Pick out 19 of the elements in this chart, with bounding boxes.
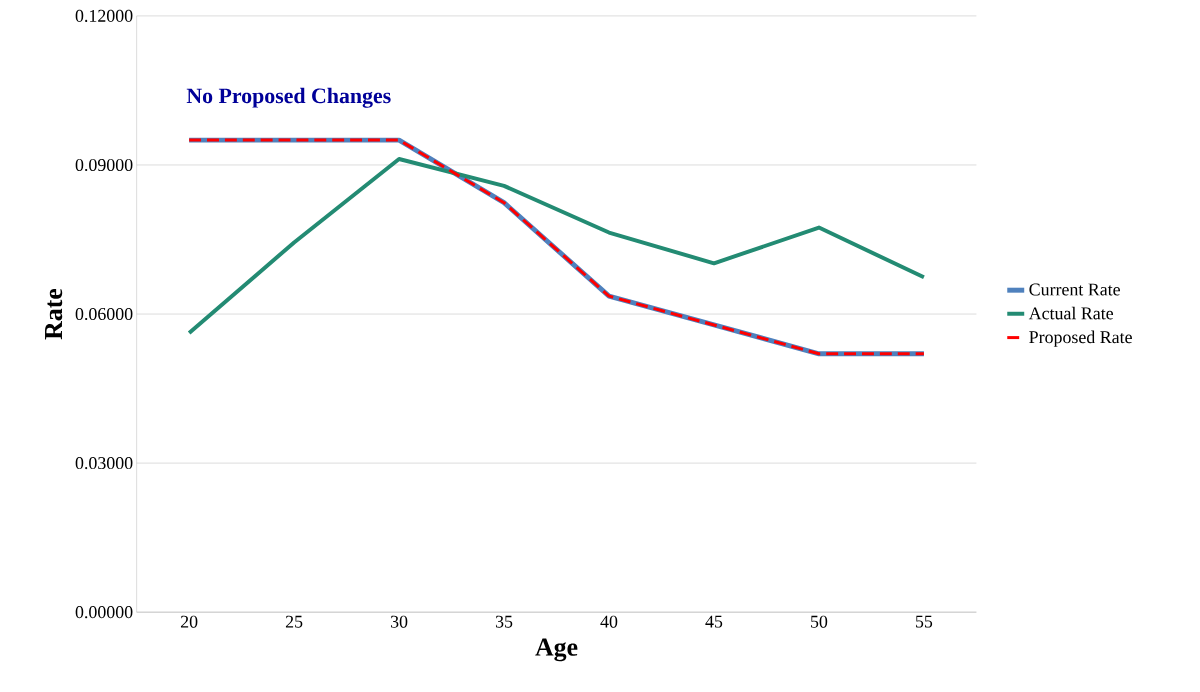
y-tick-label: 0.09000	[75, 159, 133, 172]
x-axis-title: Age	[535, 638, 578, 662]
y-tick-label: 0.12000	[75, 9, 133, 23]
y-axis-title: Rate	[45, 289, 63, 340]
y-tick-label: 0.03000	[75, 457, 133, 470]
legend-label: Proposed Rate	[1029, 330, 1132, 348]
x-tick-label: 20	[180, 615, 198, 628]
x-tick-label: 30	[390, 615, 408, 628]
x-tick-label: 55	[916, 615, 933, 628]
x-tick-label: 25	[285, 615, 303, 628]
legend-label: Actual Rate	[1028, 306, 1114, 320]
legend-label: Current Rate	[1029, 283, 1120, 296]
x-tick-label: 45	[705, 615, 723, 628]
y-tick-label: 0.06000	[75, 308, 133, 321]
y-tick-label: 0.00000	[75, 606, 133, 619]
x-tick-label: 40	[600, 615, 618, 628]
x-tick-label: 35	[495, 615, 513, 628]
annotation: No Proposed Changes	[186, 87, 391, 108]
x-tick-label: 50	[811, 615, 828, 628]
